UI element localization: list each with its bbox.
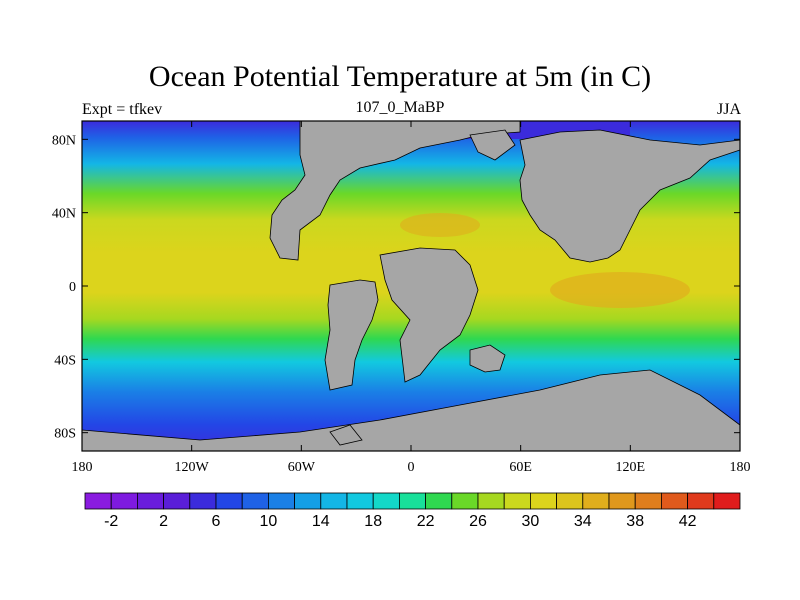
colorbar-swatch: [84, 492, 112, 510]
season-label: JJA: [716, 101, 741, 118]
lat-tick-label: 0: [69, 280, 76, 295]
latitude-axis: 80N 40N 0 40S 80S: [52, 133, 740, 442]
colorbar-label: 42: [679, 513, 697, 530]
colorbar-swatch: [346, 492, 374, 510]
colorbar-swatch: [713, 492, 741, 510]
warm-pool-east-pacific: [550, 272, 690, 308]
colorbar-swatch: [556, 492, 584, 510]
longitude-axis: 180 120W 60W 0 60E 120E 180: [72, 121, 751, 475]
colorbar-label: 22: [417, 513, 435, 530]
colorbar-label: -2: [104, 513, 118, 530]
colorbar-swatch: [241, 492, 269, 510]
colorbar-label: 26: [469, 513, 487, 530]
lon-tick-label: 120E: [616, 460, 646, 475]
land-africa-india: [379, 247, 479, 383]
colorbar-label: 10: [260, 513, 278, 530]
colorbar-swatch: [608, 492, 636, 510]
experiment-label: Expt = tfkev: [82, 101, 163, 118]
lon-tick-label: 180: [730, 460, 751, 475]
colorbar-label: 14: [312, 513, 330, 530]
colorbar-swatch: [398, 492, 426, 510]
lat-tick-label: 80N: [52, 133, 76, 148]
land-masses: [82, 121, 740, 451]
lon-tick-label: 60W: [288, 460, 316, 475]
land-south-america: [324, 279, 379, 391]
lon-tick-label: 60E: [509, 460, 532, 475]
lat-tick-label: 40S: [54, 353, 76, 368]
colorbar-swatch: [634, 492, 662, 510]
colorbar-swatch: [215, 492, 243, 510]
colorbar-swatch: [189, 492, 217, 510]
land-eurasia: [519, 129, 740, 263]
colorbar-swatch: [163, 492, 191, 510]
colorbar-label: 30: [522, 513, 540, 530]
colorbar-swatch: [582, 492, 610, 510]
land-greenland: [469, 129, 516, 161]
land-antarctic-peninsula: [329, 424, 363, 446]
colorbar-label: 18: [364, 513, 382, 530]
colorbar-label: 6: [212, 513, 221, 530]
colorbar-swatch: [451, 492, 479, 510]
colorbar-swatch: [136, 492, 164, 510]
colorbar-label: 2: [159, 513, 168, 530]
colorbar-swatch: [503, 492, 531, 510]
lon-tick-label: 180: [72, 460, 93, 475]
lon-tick-label: 0: [408, 460, 415, 475]
colorbar-swatch: [687, 492, 715, 510]
colorbar: -2 2 6 10 14 18 22 26 30 34 38 42: [84, 492, 741, 530]
map-field: [82, 121, 740, 451]
time-label: 107_0_MaBP: [355, 99, 445, 116]
colorbar-swatch: [294, 492, 322, 510]
colorbar-swatch: [477, 492, 505, 510]
lon-tick-label: 120W: [175, 460, 210, 475]
colorbar-swatch: [661, 492, 689, 510]
colorbar-swatch: [267, 492, 295, 510]
land-antarctica: [82, 369, 740, 451]
plot-title: Ocean Potential Temperature at 5m (in C): [148, 60, 652, 93]
colorbar-label: 38: [626, 513, 644, 530]
warm-pool-tethys: [400, 213, 480, 237]
land-australia: [469, 344, 506, 373]
colorbar-swatch: [320, 492, 348, 510]
colorbar-label: 34: [574, 513, 592, 530]
colorbar-swatch: [110, 492, 138, 510]
lat-tick-label: 80S: [54, 427, 76, 442]
colorbar-swatch: [425, 492, 453, 510]
colorbar-swatch: [372, 492, 400, 510]
lat-tick-label: 40N: [52, 207, 76, 222]
colorbar-swatch: [530, 492, 558, 510]
